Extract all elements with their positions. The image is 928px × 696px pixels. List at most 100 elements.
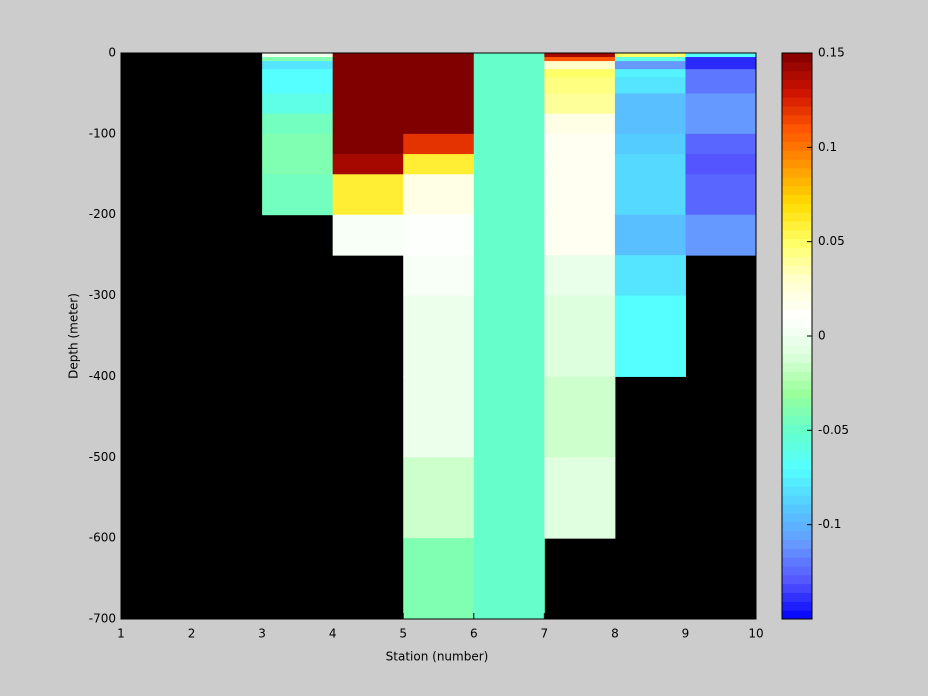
heatmap-cell — [544, 69, 616, 78]
colorbar-cell — [782, 221, 812, 231]
colorbar-cell — [782, 291, 812, 302]
colorbar-cell — [782, 194, 812, 204]
colorbar-cell — [782, 504, 812, 514]
heatmap-cell — [262, 57, 334, 62]
heatmap-cell — [332, 133, 404, 155]
heatmap-cell — [473, 93, 545, 115]
colorbar-cell — [782, 557, 812, 567]
colorbar-cell — [782, 229, 812, 240]
y-tick-label: -400 — [89, 369, 116, 383]
heatmap-cell — [473, 214, 545, 256]
heatmap-cell — [614, 255, 686, 297]
heatmap-cell — [332, 61, 404, 70]
x-tick-label: 6 — [470, 627, 478, 641]
heatmap-cell — [403, 69, 475, 78]
colorbar-cell — [782, 353, 812, 364]
heatmap-cell — [614, 57, 686, 62]
heatmap-cell — [473, 154, 545, 175]
colorbar-cell — [782, 610, 812, 620]
heatmap-cell — [403, 376, 475, 458]
heatmap-cell — [544, 77, 616, 94]
heatmap-cell — [332, 214, 404, 256]
colorbar-cell — [782, 265, 812, 275]
heatmap-cell — [403, 113, 475, 135]
colorbar-cell — [782, 424, 812, 434]
colorbar-cell — [782, 300, 812, 310]
x-tick-label: 1 — [117, 627, 125, 641]
x-tick-label: 3 — [258, 627, 266, 641]
x-tick-label: 7 — [541, 627, 549, 641]
colorbar-cell — [782, 592, 812, 602]
heatmap-cell — [473, 57, 545, 62]
y-tick-label: -100 — [89, 126, 116, 140]
colorbar-cell — [782, 159, 812, 169]
colorbar-cell — [782, 114, 812, 125]
colorbar-cell — [782, 97, 812, 107]
heatmap-cell — [262, 61, 334, 70]
heatmap-cell — [332, 113, 404, 135]
heatmap-cell — [614, 214, 686, 256]
heatmap-cell — [685, 53, 757, 58]
colorbar-cell — [782, 371, 812, 381]
heatmap-cell — [473, 77, 545, 94]
heatmap-cell — [544, 61, 616, 70]
heatmap-cell — [685, 174, 757, 216]
colorbar-cell — [782, 548, 812, 558]
heatmap-cell — [403, 61, 475, 70]
heatmap-cell — [332, 93, 404, 115]
colorbar-cell — [782, 450, 812, 461]
heatmap-cell — [473, 376, 545, 458]
colorbar-cell — [782, 389, 812, 399]
colorbar-cell — [782, 521, 812, 532]
y-tick-label: -500 — [89, 450, 116, 464]
heatmap-cell — [685, 61, 757, 70]
y-tick-label: -700 — [89, 612, 116, 626]
heatmap-cell — [614, 295, 686, 377]
heatmap-cell — [544, 57, 616, 62]
colorbar-tick-label: 0.15 — [818, 46, 845, 60]
heatmap-cell — [262, 53, 334, 58]
y-axis-label: Depth (meter) — [67, 293, 81, 379]
colorbar-cell — [782, 406, 812, 417]
heatmap-cell — [614, 77, 686, 94]
heatmap-cell — [332, 53, 404, 58]
heatmap-cell — [403, 538, 475, 620]
heatmap-cell — [403, 174, 475, 216]
heatmap-cell — [262, 77, 334, 94]
colorbar-cell — [782, 327, 812, 337]
heatmap-cell — [685, 93, 757, 115]
heatmap-cell — [685, 133, 757, 155]
heatmap-cell — [262, 69, 334, 78]
heatmap-cell — [685, 57, 757, 62]
colorbar-cell — [782, 247, 812, 257]
heatmap-cell — [544, 255, 616, 297]
heatmap-cell — [544, 376, 616, 458]
colorbar-cell — [782, 150, 812, 160]
x-tick-label: 4 — [329, 627, 337, 641]
colorbar-cell — [782, 380, 812, 390]
heatmap-cell — [614, 93, 686, 115]
heatmap-cell — [403, 53, 475, 58]
heatmap-cell — [544, 53, 616, 58]
heatmap-cell — [473, 457, 545, 539]
colorbar-cell — [782, 53, 812, 63]
heatmap-cell — [403, 93, 475, 115]
colorbar-cell — [782, 574, 812, 585]
colorbar-cell — [782, 106, 812, 116]
colorbar-cell — [782, 282, 812, 293]
heatmap-cell — [614, 61, 686, 70]
heatmap-cell — [473, 53, 545, 58]
heatmap-cell — [403, 154, 475, 175]
colorbar-tick-label: -0.1 — [818, 517, 841, 531]
colorbar-cell — [782, 486, 812, 496]
heatmap-cell — [332, 154, 404, 175]
heatmap-cell — [544, 214, 616, 256]
heatmap-cell — [403, 214, 475, 256]
colorbar-cell — [782, 565, 812, 576]
colorbar-cell — [782, 203, 812, 213]
colorbar-tick-label: 0.05 — [818, 234, 845, 248]
plot-frame — [120, 52, 757, 620]
colorbar-cell — [782, 512, 812, 523]
heatmap-cell — [403, 457, 475, 539]
y-tick-label: -600 — [89, 531, 116, 545]
